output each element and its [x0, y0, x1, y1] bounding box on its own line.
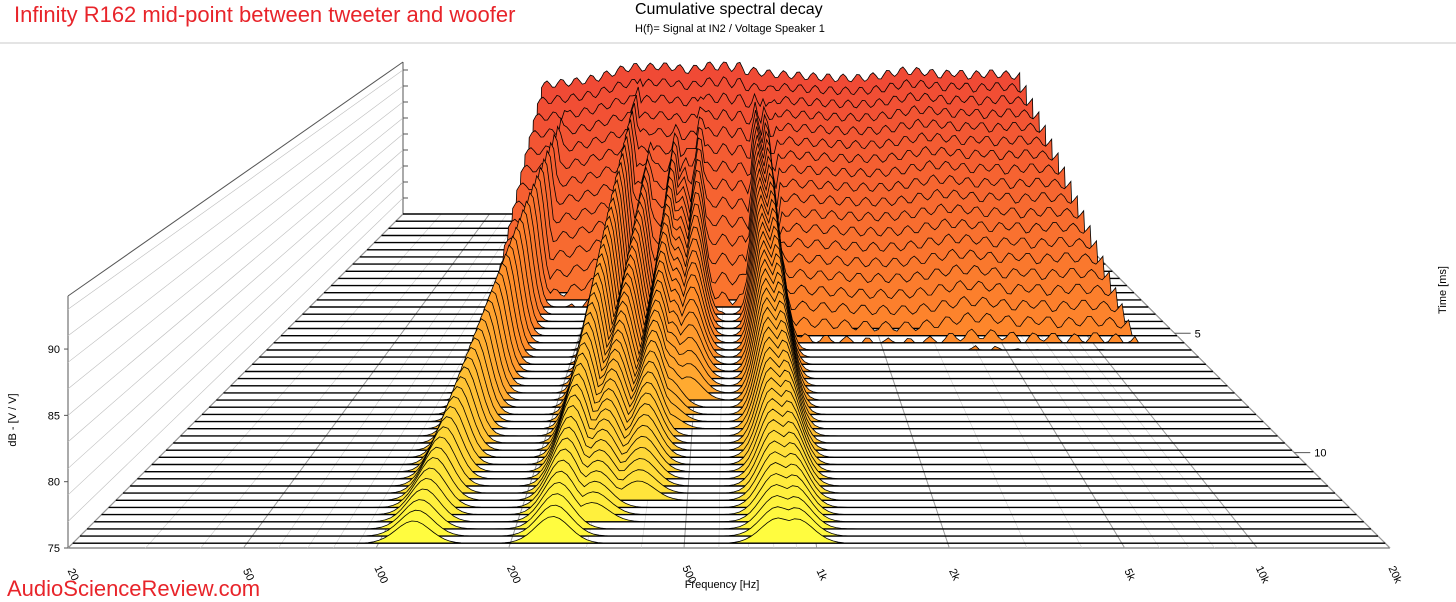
- y-tick-labels: 75 80 85 90: [48, 344, 68, 555]
- wall-grid-line: [67, 181, 404, 496]
- wall-grid-line: [67, 197, 404, 522]
- y-tick-label: 90: [48, 344, 60, 356]
- wall-grid-line: [67, 165, 404, 469]
- floor-grid-line: [67, 213, 404, 549]
- floor-grid-line: [145, 213, 442, 549]
- y-axis-label: dB - [V / V]: [7, 393, 19, 446]
- floor-grid-line: [1054, 213, 1391, 549]
- floor-grid-line: [200, 213, 469, 549]
- x-tick-label: 20k: [1386, 564, 1405, 586]
- left-top-edge: [67, 61, 404, 297]
- watermark: AudioScienceReview.com: [7, 576, 261, 601]
- decay-slices: [72, 61, 1386, 544]
- z-tick-labels: 5 10: [1174, 328, 1327, 460]
- floor-grid-line: [307, 213, 522, 549]
- x-tick-label: 20: [65, 567, 81, 583]
- decay-slice: [123, 437, 1335, 494]
- chart-subtitle: H(f)= Signal at IN2 / Voltage Speaker 1: [635, 23, 825, 35]
- x-tick-label: 10k: [1253, 564, 1272, 586]
- floor-grid-line: [242, 213, 490, 549]
- decay-slice: [180, 352, 1278, 437]
- z-axis-label: Time [ms]: [1437, 266, 1449, 314]
- y-tick-label: 75: [48, 543, 60, 555]
- x-tick-label: 1k: [814, 567, 830, 583]
- x-tick-label: 200: [504, 564, 523, 586]
- x-tick-label: 2k: [946, 567, 962, 583]
- z-tick-label: 5: [1195, 328, 1201, 340]
- overlay-title: Infinity R162 mid-point between tweeter …: [14, 2, 516, 27]
- y-tick-label: 80: [48, 477, 60, 489]
- wall-grid-line: [67, 117, 404, 390]
- decay-slice: [144, 405, 1314, 473]
- wall-grid-line: [67, 133, 404, 416]
- wall-grid-line: [67, 85, 404, 337]
- decay-slice: [158, 383, 1300, 458]
- decay-slice: [80, 504, 1378, 537]
- z-tick-label: 10: [1314, 448, 1326, 460]
- decay-slice: [151, 394, 1307, 465]
- floor-grid-line: [278, 213, 507, 549]
- x-tick-label: 5k: [1122, 567, 1138, 583]
- decay-slice: [194, 331, 1264, 422]
- wall-grid-line: [67, 101, 404, 363]
- chart-title: Cumulative spectral decay: [635, 1, 823, 18]
- x-axis-label: Frequency [Hz]: [685, 579, 760, 591]
- x-tick-label: 100: [371, 564, 390, 586]
- wall-grid-line: [67, 149, 404, 443]
- decay-slice: [94, 481, 1364, 523]
- back-wall-grid: [67, 69, 408, 522]
- x-tick-label: 50: [240, 567, 256, 583]
- y-tick-label: 85: [48, 410, 60, 422]
- wall-grid-line: [67, 69, 404, 310]
- decay-slice: [173, 362, 1285, 444]
- decay-slice: [72, 516, 1386, 544]
